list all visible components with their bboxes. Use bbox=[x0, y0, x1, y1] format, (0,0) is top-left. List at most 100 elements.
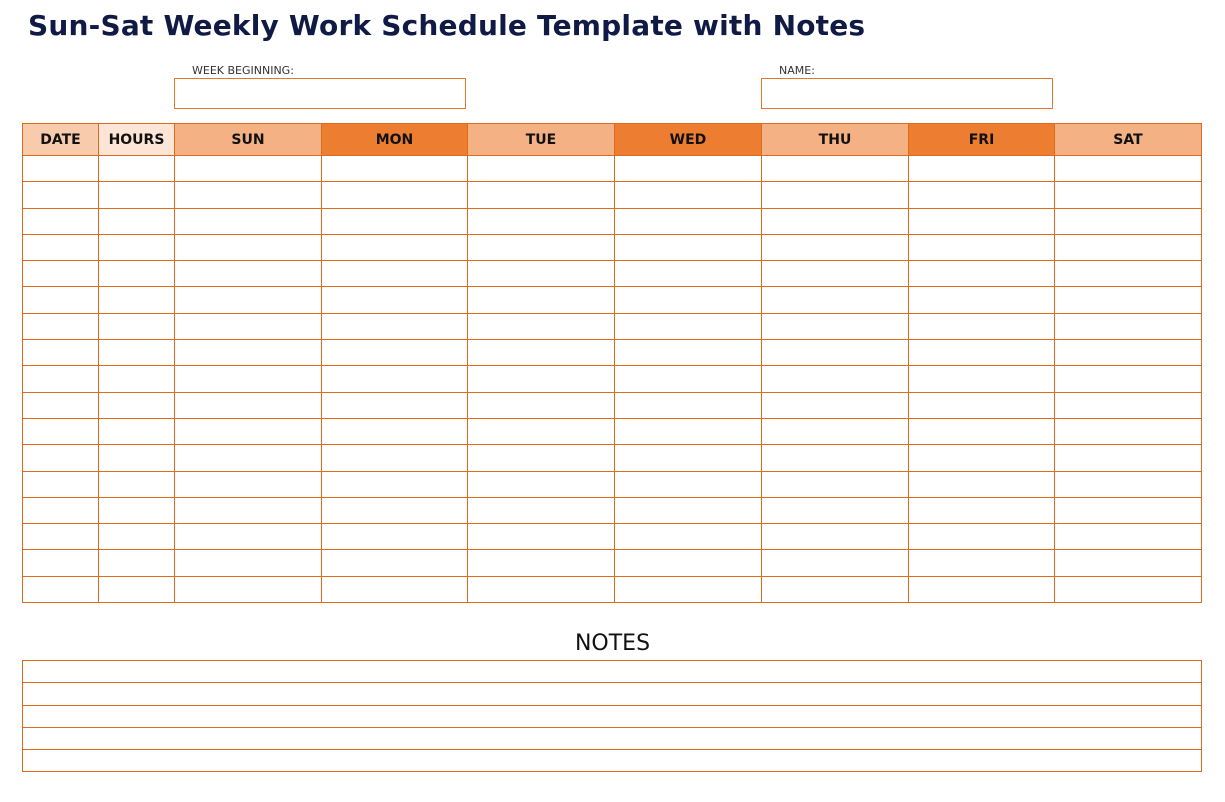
cell-thu[interactable] bbox=[761, 260, 909, 288]
cell-sat[interactable] bbox=[1054, 154, 1202, 183]
cell-hours[interactable] bbox=[98, 549, 175, 577]
cell-thu[interactable] bbox=[761, 496, 909, 525]
cell-sat[interactable] bbox=[1054, 417, 1202, 446]
cell-sat[interactable] bbox=[1054, 181, 1202, 209]
cell-thu[interactable] bbox=[761, 207, 909, 235]
cell-wed[interactable] bbox=[614, 575, 762, 604]
cell-thu[interactable] bbox=[761, 181, 909, 209]
cell-date[interactable] bbox=[22, 312, 99, 341]
cell-fri[interactable] bbox=[908, 470, 1055, 498]
notes-line[interactable] bbox=[22, 682, 1202, 706]
cell-sun[interactable] bbox=[174, 549, 322, 577]
cell-date[interactable] bbox=[22, 575, 99, 604]
cell-sun[interactable] bbox=[174, 154, 322, 183]
cell-hours[interactable] bbox=[98, 523, 175, 551]
cell-sun[interactable] bbox=[174, 312, 322, 341]
cell-tue[interactable] bbox=[467, 391, 615, 419]
cell-thu[interactable] bbox=[761, 154, 909, 183]
cell-sun[interactable] bbox=[174, 233, 322, 262]
notes-line[interactable] bbox=[22, 749, 1202, 773]
cell-wed[interactable] bbox=[614, 181, 762, 209]
cell-fri[interactable] bbox=[908, 496, 1055, 525]
cell-fri[interactable] bbox=[908, 260, 1055, 288]
cell-fri[interactable] bbox=[908, 207, 1055, 235]
cell-date[interactable] bbox=[22, 549, 99, 577]
cell-tue[interactable] bbox=[467, 154, 615, 183]
cell-sat[interactable] bbox=[1054, 470, 1202, 498]
cell-date[interactable] bbox=[22, 417, 99, 446]
cell-hours[interactable] bbox=[98, 444, 175, 472]
cell-mon[interactable] bbox=[321, 470, 468, 498]
cell-sat[interactable] bbox=[1054, 391, 1202, 419]
cell-date[interactable] bbox=[22, 496, 99, 525]
cell-mon[interactable] bbox=[321, 523, 468, 551]
cell-sun[interactable] bbox=[174, 339, 322, 367]
cell-sat[interactable] bbox=[1054, 207, 1202, 235]
cell-tue[interactable] bbox=[467, 181, 615, 209]
cell-fri[interactable] bbox=[908, 523, 1055, 551]
cell-wed[interactable] bbox=[614, 207, 762, 235]
cell-thu[interactable] bbox=[761, 365, 909, 393]
cell-wed[interactable] bbox=[614, 233, 762, 262]
notes-line[interactable] bbox=[22, 726, 1202, 751]
cell-fri[interactable] bbox=[908, 181, 1055, 209]
cell-date[interactable] bbox=[22, 523, 99, 551]
cell-date[interactable] bbox=[22, 181, 99, 209]
cell-hours[interactable] bbox=[98, 207, 175, 235]
cell-hours[interactable] bbox=[98, 260, 175, 288]
cell-tue[interactable] bbox=[467, 286, 615, 314]
cell-tue[interactable] bbox=[467, 575, 615, 604]
cell-thu[interactable] bbox=[761, 312, 909, 341]
week-beginning-field[interactable] bbox=[174, 78, 466, 109]
cell-sat[interactable] bbox=[1054, 444, 1202, 472]
cell-wed[interactable] bbox=[614, 549, 762, 577]
cell-wed[interactable] bbox=[614, 417, 762, 446]
cell-fri[interactable] bbox=[908, 549, 1055, 577]
cell-mon[interactable] bbox=[321, 496, 468, 525]
cell-mon[interactable] bbox=[321, 233, 468, 262]
cell-fri[interactable] bbox=[908, 365, 1055, 393]
cell-hours[interactable] bbox=[98, 391, 175, 419]
cell-date[interactable] bbox=[22, 207, 99, 235]
cell-fri[interactable] bbox=[908, 444, 1055, 472]
cell-sun[interactable] bbox=[174, 496, 322, 525]
cell-tue[interactable] bbox=[467, 470, 615, 498]
cell-date[interactable] bbox=[22, 470, 99, 498]
cell-date[interactable] bbox=[22, 339, 99, 367]
cell-tue[interactable] bbox=[467, 312, 615, 341]
cell-thu[interactable] bbox=[761, 339, 909, 367]
cell-hours[interactable] bbox=[98, 496, 175, 525]
cell-mon[interactable] bbox=[321, 260, 468, 288]
cell-thu[interactable] bbox=[761, 391, 909, 419]
cell-sun[interactable] bbox=[174, 444, 322, 472]
cell-fri[interactable] bbox=[908, 233, 1055, 262]
cell-wed[interactable] bbox=[614, 523, 762, 551]
cell-mon[interactable] bbox=[321, 207, 468, 235]
cell-hours[interactable] bbox=[98, 233, 175, 262]
cell-tue[interactable] bbox=[467, 260, 615, 288]
cell-fri[interactable] bbox=[908, 575, 1055, 604]
cell-sun[interactable] bbox=[174, 260, 322, 288]
cell-sat[interactable] bbox=[1054, 575, 1202, 604]
cell-wed[interactable] bbox=[614, 339, 762, 367]
cell-sun[interactable] bbox=[174, 417, 322, 446]
notes-line[interactable] bbox=[22, 659, 1202, 684]
cell-sat[interactable] bbox=[1054, 260, 1202, 288]
cell-sat[interactable] bbox=[1054, 365, 1202, 393]
cell-hours[interactable] bbox=[98, 365, 175, 393]
cell-hours[interactable] bbox=[98, 339, 175, 367]
cell-mon[interactable] bbox=[321, 391, 468, 419]
cell-date[interactable] bbox=[22, 260, 99, 288]
cell-sun[interactable] bbox=[174, 523, 322, 551]
cell-sun[interactable] bbox=[174, 207, 322, 235]
cell-tue[interactable] bbox=[467, 444, 615, 472]
cell-sat[interactable] bbox=[1054, 286, 1202, 314]
cell-fri[interactable] bbox=[908, 312, 1055, 341]
cell-hours[interactable] bbox=[98, 181, 175, 209]
cell-sat[interactable] bbox=[1054, 312, 1202, 341]
cell-thu[interactable] bbox=[761, 286, 909, 314]
cell-tue[interactable] bbox=[467, 496, 615, 525]
cell-thu[interactable] bbox=[761, 417, 909, 446]
cell-sat[interactable] bbox=[1054, 523, 1202, 551]
cell-wed[interactable] bbox=[614, 260, 762, 288]
